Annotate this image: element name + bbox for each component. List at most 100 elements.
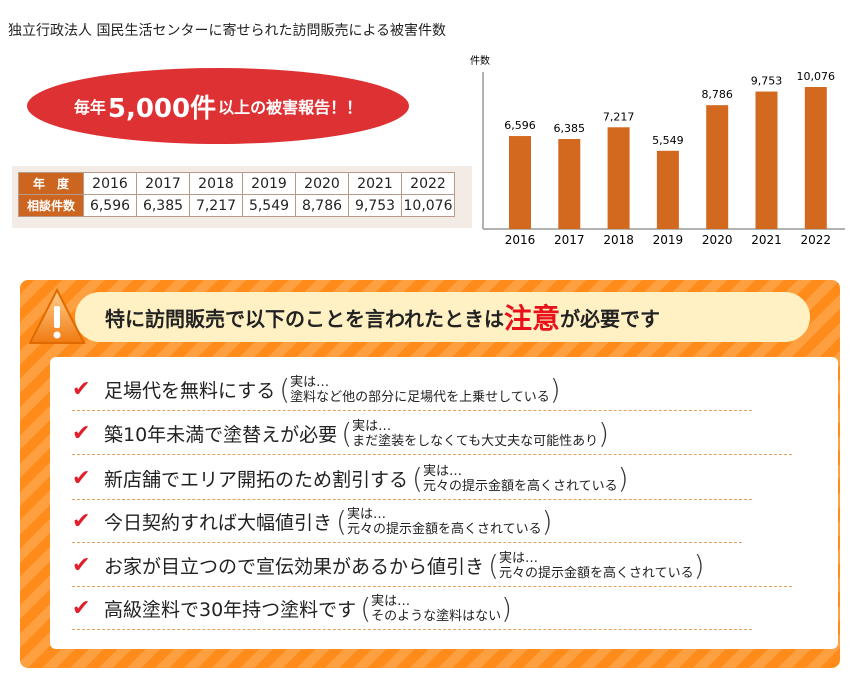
note: (実は… 元々の提示金額を高くされている) — [488, 549, 705, 582]
note-line2: 元々の提示金額を高くされている — [498, 565, 694, 581]
count-cell: 9,753 — [348, 194, 402, 217]
row-header: 相談件数 — [18, 194, 84, 217]
check-icon: ✔ — [72, 377, 91, 402]
paren-close: ) — [501, 592, 513, 625]
warning-item: ✔ 新店舗でエリア開拓のため割引する(実は… 元々の提示金額を高くされている) — [72, 462, 752, 500]
note-line1: 実は… — [498, 550, 538, 566]
year-cell: 2022 — [401, 172, 455, 195]
bar — [558, 139, 581, 229]
headline-big: 5,000件 — [107, 93, 217, 124]
warning-text: 足場代を無料にする — [104, 380, 276, 402]
headline-post: 以上の被害報告！！ — [218, 98, 363, 117]
year-cell: 2018 — [189, 172, 243, 195]
paren-close: ) — [541, 505, 553, 538]
check-icon: ✔ — [72, 466, 91, 491]
year-cell: 2021 — [348, 172, 402, 195]
count-cell: 8,786 — [295, 194, 349, 217]
row-header: 年 度 — [18, 172, 84, 195]
warning-item: ✔ 築10年未満で塗替えが必要(実は… まだ塗装をしなくても大丈夫な可能性あり) — [72, 417, 792, 455]
note-text: 実は… そのような塗料はない — [371, 594, 501, 624]
warning-item: ✔ お家が目立つので宣伝効果があるから値引き(実は… 元々の提示金額を高くされている… — [72, 549, 792, 587]
bar — [706, 105, 729, 229]
count-cell: 6,596 — [83, 194, 137, 217]
note-line1: 実は… — [371, 593, 411, 609]
banner-text: 特に訪問販売で以下のことを言われたときは — [105, 306, 504, 331]
year-cell: 2019 — [242, 172, 296, 195]
count-cell: 10,076 — [401, 194, 455, 217]
note-text: 実は… 元々の提示金額を高くされている — [423, 464, 618, 494]
data-label: 6,596 — [504, 119, 536, 132]
headline-pre: 毎年 — [73, 98, 106, 117]
page-title: 独立行政法人 国民生活センターに寄せられた訪問販売による被害件数 — [8, 23, 447, 39]
x-tick-label: 2020 — [702, 233, 733, 247]
paren-open: ( — [412, 462, 423, 495]
warning-text: 高級塗料で30年持つ塗料です — [104, 599, 357, 621]
x-tick-label: 2021 — [751, 233, 782, 247]
warning-banner: 特に訪問販売で以下のことを言われたときは 注意 が必要です — [75, 292, 810, 342]
note-line1: 実は… — [290, 374, 330, 390]
data-label: 5,549 — [652, 134, 684, 147]
bar-chart: 件数 6,596 2016 6,385 2017 7,217 2018 5,549 2019 8,… — [470, 54, 845, 247]
data-label: 6,385 — [554, 122, 586, 135]
note: (実は… 元々の提示金額を高くされている) — [336, 505, 553, 538]
data-label: 9,753 — [751, 75, 783, 88]
paren-open: ( — [341, 417, 353, 450]
note: (実は… 塗料など他の部分に足場代を上乗せしている) — [279, 373, 561, 406]
note: (実は… 元々の提示金額を高くされている) — [412, 462, 629, 495]
note-line2: そのような塗料はない — [371, 608, 502, 624]
data-label: 8,786 — [701, 88, 733, 101]
warning-list: ✔ 足場代を無料にする(実は… 塗料など他の部分に足場代を上乗せしている) ✔ 築10年… — [50, 357, 838, 649]
bar — [804, 87, 827, 229]
bar — [607, 127, 630, 229]
note-text: 実は… 元々の提示金額を高くされている — [347, 507, 542, 537]
paren-close: ) — [598, 417, 610, 450]
paren-open: ( — [336, 505, 347, 538]
note: (実は… まだ塗装をしなくても大丈夫な可能性あり) — [341, 417, 609, 450]
note-line2: まだ塗装をしなくても大丈夫な可能性あり — [352, 433, 599, 449]
year-cell: 2020 — [295, 172, 349, 195]
warning-text: お家が目立つので宣伝効果があるから値引き — [104, 556, 485, 578]
headline-badge: 毎年 5,000件 以上の被害報告！！ — [27, 68, 409, 144]
check-icon: ✔ — [72, 421, 91, 446]
x-tick-label: 2016 — [505, 233, 536, 247]
count-cell: 5,549 — [242, 194, 296, 217]
note: (実は… そのような塗料はない) — [360, 592, 512, 625]
warning-item: ✔ 今日契約すれば大幅値引き(実は… 元々の提示金額を高くされている) — [72, 505, 742, 543]
note-line2: 塗料など他の部分に足場代を上乗せしている — [290, 389, 550, 405]
bar — [509, 136, 531, 229]
count-cell: 7,217 — [189, 194, 243, 217]
warning-text: 築10年未満で塗替えが必要 — [104, 424, 338, 446]
warning-icon — [28, 288, 86, 344]
paren-close: ) — [549, 373, 561, 406]
warning-item: ✔ 足場代を無料にする(実は… 塗料など他の部分に足場代を上乗せしている) — [72, 373, 752, 411]
paren-open: ( — [279, 373, 291, 406]
warning-panel: 特に訪問販売で以下のことを言われたときは 注意 が必要です ✔ 足場代を無料にする(実… — [20, 280, 840, 668]
x-tick-label: 2019 — [653, 233, 684, 247]
paren-open: ( — [360, 592, 372, 625]
note-text: 実は… まだ塗装をしなくても大丈夫な可能性あり — [352, 419, 598, 449]
paren-open: ( — [488, 549, 499, 582]
banner-text-end: が必要です — [560, 306, 661, 331]
year-cell: 2016 — [83, 172, 137, 195]
check-icon: ✔ — [72, 509, 91, 534]
check-icon: ✔ — [72, 596, 91, 621]
note-line1: 実は… — [352, 418, 392, 434]
stats-table-panel: 年 度 2016 2017 2018 2019 2020 2021 2022 相談件数 6,59… — [12, 166, 472, 228]
x-tick-label: 2018 — [603, 233, 634, 247]
year-cell: 2017 — [136, 172, 190, 195]
banner-emphasis: 注意 — [504, 302, 561, 335]
note-text: 実は… 塗料など他の部分に足場代を上乗せしている — [290, 375, 550, 405]
note-line2: 元々の提示金額を高くされている — [346, 521, 542, 537]
warning-text: 今日契約すれば大幅値引き — [104, 512, 333, 534]
table-row-counts: 相談件数 6,596 6,385 7,217 5,549 8,786 9,753 10,076 — [18, 194, 455, 217]
note-line1: 実は… — [422, 463, 462, 479]
x-tick-label: 2022 — [801, 233, 832, 247]
note-line1: 実は… — [346, 506, 386, 522]
bar — [656, 150, 679, 229]
warning-text: 新店舗でエリア開拓のため割引する — [104, 469, 409, 491]
count-cell: 6,385 — [136, 194, 190, 217]
check-icon: ✔ — [72, 553, 91, 578]
x-tick-label: 2017 — [554, 233, 585, 247]
bar — [755, 91, 778, 229]
paren-close: ) — [693, 549, 705, 582]
